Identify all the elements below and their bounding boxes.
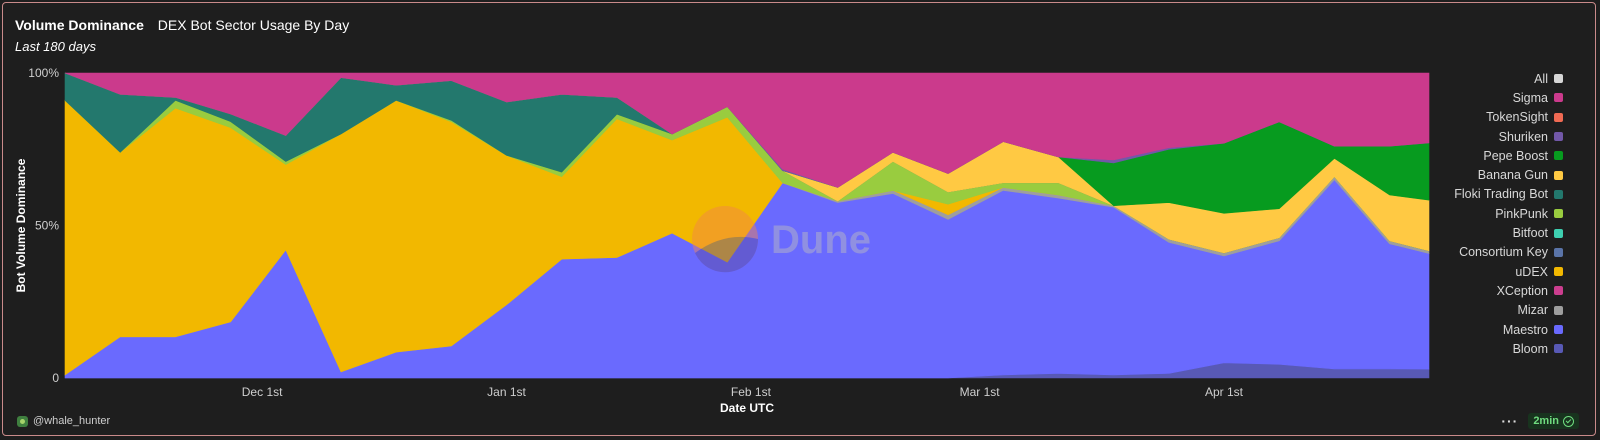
y-tick-label: 50% (35, 219, 59, 233)
author-username: @whale_hunter (33, 415, 111, 427)
legend-label: All (1534, 71, 1548, 86)
legend-label: Shuriken (1498, 129, 1548, 144)
chart-legend: All Sigma TokenSight Shuriken Pepe Boost Bana… (1363, 69, 1563, 358)
legend-item-all[interactable]: All (1363, 69, 1563, 88)
legend-item-banana-gun[interactable]: Banana Gun (1363, 165, 1563, 184)
legend-item-xception[interactable]: XCeption (1363, 281, 1563, 300)
legend-swatch (1554, 74, 1563, 84)
author-link[interactable]: @whale_hunter (17, 415, 110, 427)
legend-swatch (1554, 267, 1563, 277)
legend-label: Mizar (1517, 303, 1548, 318)
legend-label: XCeption (1496, 283, 1548, 298)
legend-swatch (1554, 247, 1563, 257)
legend-swatch (1554, 93, 1563, 103)
legend-item-pepe-boost[interactable]: Pepe Boost (1363, 146, 1563, 165)
legend-label: TokenSight (1486, 110, 1548, 125)
legend-swatch (1554, 286, 1563, 296)
x-tick-label: Mar 1st (960, 385, 1001, 399)
legend-item-consortium-key[interactable]: Consortium Key (1363, 243, 1563, 262)
legend-label: Sigma (1512, 90, 1548, 105)
user-avatar-icon (17, 415, 28, 427)
dune-logo-icon (692, 206, 758, 272)
legend-item-tokensight[interactable]: TokenSight (1363, 108, 1563, 127)
legend-swatch (1554, 305, 1563, 315)
legend-label: Banana Gun (1477, 168, 1548, 183)
legend-label: Maestro (1502, 322, 1548, 337)
legend-swatch (1554, 151, 1563, 161)
legend-label: PinkPunk (1495, 206, 1548, 221)
footer-actions: ··· 2min (1501, 413, 1579, 429)
legend-item-floki-trading-bot[interactable]: Floki Trading Bot (1363, 185, 1563, 204)
legend-item-pinkpunk[interactable]: PinkPunk (1363, 204, 1563, 223)
legend-swatch (1554, 170, 1563, 180)
legend-swatch (1554, 209, 1563, 219)
legend-label: uDEX (1515, 264, 1548, 279)
dune-logo-wave-icon (695, 236, 759, 273)
dune-watermark: Dune (692, 206, 871, 273)
legend-swatch (1554, 228, 1563, 238)
legend-item-maestro[interactable]: Maestro (1363, 320, 1563, 339)
x-tick-label: Dec 1st (242, 385, 283, 399)
legend-label: Floki Trading Bot (1454, 187, 1548, 202)
legend-swatch (1554, 132, 1563, 142)
legend-swatch (1554, 325, 1563, 334)
legend-swatch (1554, 344, 1563, 354)
legend-swatch (1554, 112, 1563, 122)
legend-label: Pepe Boost (1483, 148, 1548, 163)
check-circle-icon (1563, 415, 1574, 427)
legend-item-bitfoot[interactable]: Bitfoot (1363, 223, 1563, 242)
chart-header: Volume Dominance DEX Bot Sector Usage By… (15, 17, 349, 33)
refresh-status-badge[interactable]: 2min (1528, 413, 1579, 429)
legend-item-sigma[interactable]: Sigma (1363, 88, 1563, 107)
legend-item-udex[interactable]: uDEX (1363, 262, 1563, 281)
chart-title: Volume Dominance (15, 17, 144, 33)
y-tick-label: 0 (52, 371, 59, 385)
area-chart: Dune 0 50% 100% Dec 1st Jan 1st Feb 1st Mar 1st… (14, 66, 1430, 415)
query-title[interactable]: DEX Bot Sector Usage By Day (157, 17, 350, 33)
legend-label: Consortium Key (1459, 245, 1548, 260)
x-tick-label: Feb 1st (731, 385, 772, 399)
legend-item-shuriken[interactable]: Shuriken (1363, 127, 1563, 146)
legend-item-bloom[interactable]: Bloom (1363, 339, 1563, 358)
y-tick-label: 100% (28, 66, 59, 80)
refresh-time: 2min (1533, 415, 1559, 427)
more-options-button[interactable]: ··· (1501, 413, 1519, 429)
x-axis-title: Date UTC (720, 401, 774, 415)
legend-label: Bitfoot (1512, 226, 1548, 241)
y-axis-title: Bot Volume Dominance (14, 158, 28, 292)
dune-watermark-text: Dune (771, 218, 871, 262)
legend-label: Bloom (1512, 341, 1548, 356)
chart-subtitle: Last 180 days (15, 39, 96, 54)
x-tick-label: Apr 1st (1205, 385, 1244, 399)
legend-item-mizar[interactable]: Mizar (1363, 301, 1563, 320)
area-series-sigma (64, 72, 1430, 188)
legend-swatch (1554, 189, 1563, 199)
x-tick-label: Jan 1st (487, 385, 526, 399)
